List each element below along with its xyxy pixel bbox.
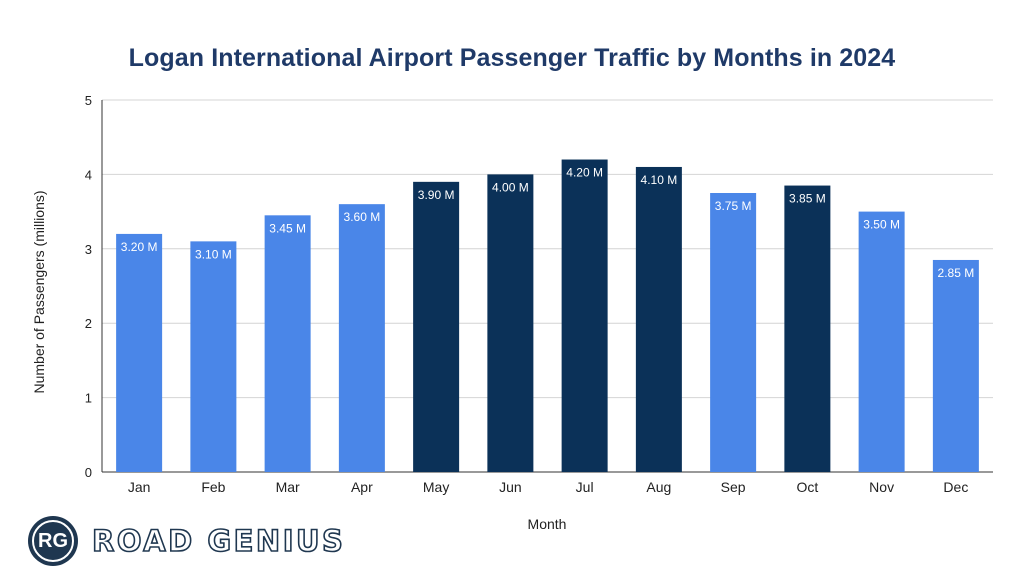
logo-badge-text: RG [38,529,68,552]
data-label: 3.50 M [863,218,900,232]
data-label: 4.00 M [492,180,529,194]
data-label: 3.20 M [121,240,158,254]
data-label: 3.10 M [195,247,232,261]
bar-jun [487,174,534,472]
data-label: 3.75 M [715,199,752,213]
y-tick-label: 2 [85,316,92,331]
x-tick-label: Jun [499,479,522,495]
y-tick-label: 0 [85,465,92,480]
y-tick-label: 5 [85,93,92,108]
chart-title: Logan International Airport Passenger Tr… [128,44,896,72]
x-tick-label: Sep [721,479,746,495]
x-tick-label: Oct [796,479,818,495]
x-tick-label: Jul [576,479,594,495]
y-tick-label: 4 [85,167,92,182]
y-axis-title: Number of Passengers (millions) [31,190,47,393]
y-tick-label: 1 [85,391,92,406]
bar-oct [784,185,831,472]
bar-dec [932,259,979,472]
x-tick-label: May [423,479,449,495]
bar-apr [338,204,385,472]
data-label: 3.85 M [789,192,826,206]
bar-jul [561,159,608,472]
data-label: 3.60 M [344,210,381,224]
x-tick-label: Jan [128,479,151,495]
bar-aug [635,166,682,472]
data-label: 4.10 M [641,173,678,187]
x-axis-title: Month [528,516,567,532]
bar-may [413,181,460,472]
x-tick-label: Dec [943,479,968,495]
data-label: 3.90 M [418,188,455,202]
logo-badge: RG [28,516,78,566]
data-label: 2.85 M [938,266,975,280]
x-tick-label: Nov [869,479,894,495]
y-tick-label: 3 [85,242,92,257]
x-tick-label: Mar [276,479,300,495]
data-label: 4.20 M [566,166,603,180]
x-tick-label: Apr [351,479,373,495]
data-label: 3.45 M [269,221,306,235]
bar-feb [190,241,237,472]
x-tick-label: Aug [646,479,671,495]
bar-jan [116,233,163,472]
bar-mar [264,215,311,472]
bar-nov [858,211,905,472]
x-tick-label: Feb [201,479,225,495]
road-genius-logo: RG ROAD GENIUS [28,516,345,566]
bar-sep [710,193,757,472]
logo-name: ROAD GENIUS [91,523,346,559]
